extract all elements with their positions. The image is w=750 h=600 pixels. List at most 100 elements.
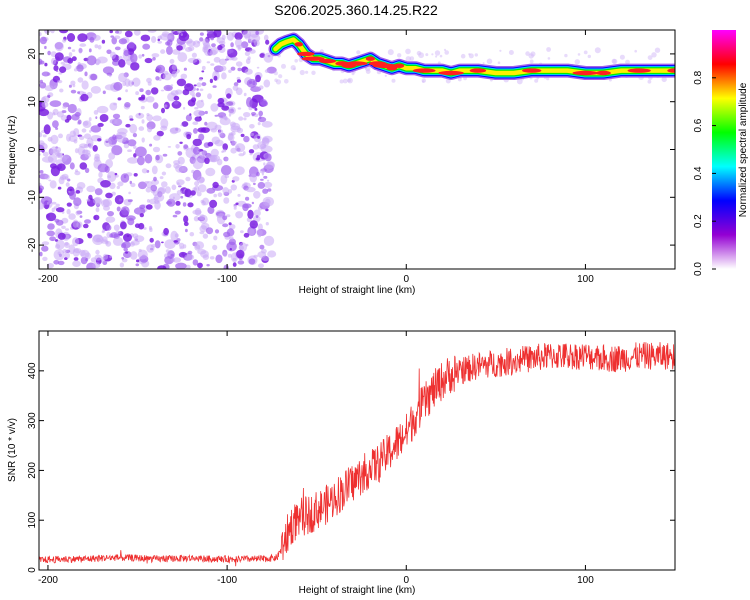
noise-blob [226,241,237,252]
noise-blob [265,161,275,169]
noise-blob [64,252,70,259]
noise-blob [42,134,47,138]
noise-blob [79,162,88,170]
noise-blob [41,101,49,108]
y-tick-label: 400 [27,362,38,379]
noise-blob [222,223,229,228]
noise-blob [213,56,221,63]
noise-blob [132,77,141,87]
halo-blob [273,71,278,76]
noise-blob [141,168,148,174]
noise-blob [221,72,227,80]
noise-blob [257,181,265,189]
noise-blob [244,68,253,75]
noise-blob [107,171,117,183]
noise-blob [263,235,275,246]
noise-blob [47,92,54,98]
noise-blob [227,253,232,258]
noise-blob [142,43,151,50]
noise-blob [151,53,160,58]
noise-blob [181,121,189,127]
noise-blob [87,233,91,237]
noise-blob [164,239,176,250]
noise-blob [183,215,189,223]
halo-blob [274,78,278,83]
noise-blob [66,133,71,142]
noise-blob [119,262,125,268]
noise-blob [123,49,130,57]
noise-blob [51,57,57,65]
noise-blob [95,62,100,66]
noise-blob [39,251,43,257]
noise-blob [114,172,118,176]
noise-blob [60,155,67,162]
noise-blob [149,143,153,147]
noise-blob [258,110,264,117]
noise-blob [65,182,70,187]
noise-blob [263,52,274,63]
noise-blob [53,260,60,265]
noise-blob [145,96,155,103]
spectrogram-x-ticks: -200 -100 0 100 [38,30,594,285]
noise-blob [173,100,179,105]
noise-blob [206,121,218,131]
noise-blob [55,219,64,226]
halo-blob [528,53,534,59]
noise-blob [105,216,116,223]
noise-blob [55,207,65,213]
noise-blob [202,197,210,206]
noise-blob [207,141,214,147]
noise-blob [209,78,213,84]
noise-blob [238,153,245,157]
noise-blob [135,112,145,119]
noise-blob [249,220,258,229]
spectrogram-noise-blobs [39,30,675,269]
halo-blob [384,74,387,77]
noise-blob [68,190,71,193]
noise-blob [265,222,269,226]
noise-blob [70,89,77,94]
noise-blob [163,227,170,236]
noise-blob [68,84,72,88]
noise-blob [228,69,232,74]
noise-blob [39,185,44,191]
noise-blob [196,100,205,109]
noise-blob [64,242,70,249]
noise-blob [178,31,190,42]
noise-blob [44,174,50,180]
halo-blob [474,53,478,57]
noise-blob [116,206,121,212]
noise-blob [84,219,91,224]
noise-blob [43,124,51,135]
noise-blob [212,244,218,251]
noise-blob [73,197,82,207]
noise-blob [123,143,130,149]
noise-blob [199,88,204,92]
noise-blob [176,78,187,87]
noise-blob [175,164,184,173]
noise-blob [162,72,172,81]
noise-blob [237,193,241,197]
noise-blob [123,233,132,242]
noise-blob [73,257,79,261]
noise-blob [109,102,118,111]
noise-blob [92,145,98,152]
noise-blob [204,121,208,126]
noise-blob [120,221,127,230]
noise-blob [143,227,147,230]
noise-blob [127,217,135,226]
noise-blob [217,192,223,197]
noise-blob [39,132,43,138]
ridge-peak [469,68,487,73]
noise-blob [111,145,123,156]
noise-blob [92,34,101,41]
halo-blob [497,61,501,64]
halo-blob [305,70,309,74]
noise-blob [197,262,203,269]
noise-blob [169,193,181,201]
noise-blob [230,42,234,48]
noise-blob [261,172,264,176]
noise-blob [210,148,219,157]
noise-blob [192,94,196,99]
spectrogram-y-axis-label: Frequency (Hz) [7,116,18,185]
